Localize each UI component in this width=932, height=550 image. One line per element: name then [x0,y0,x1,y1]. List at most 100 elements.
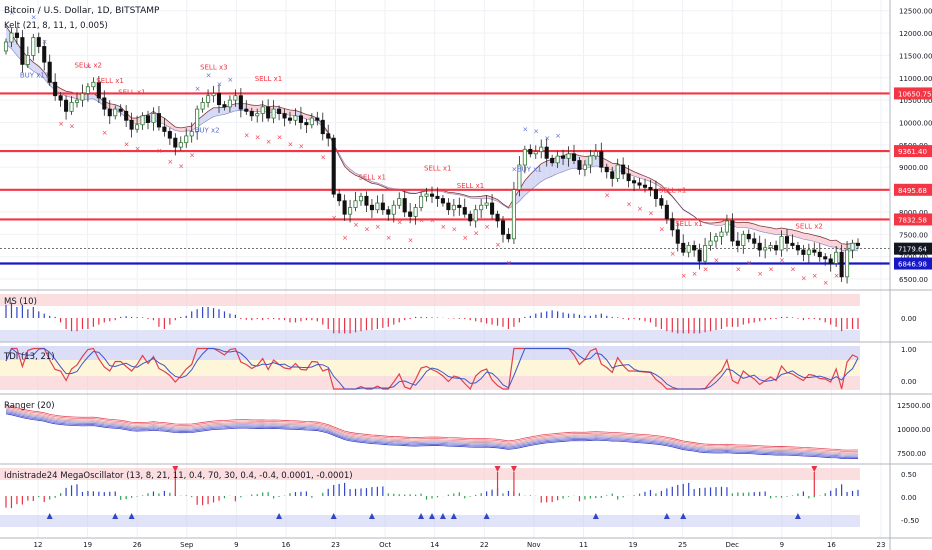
candle-body [402,198,407,213]
price-axis[interactable]: 12500.00 12000.00 11500.00 11000.00 10500.00… [894,8,932,525]
candle-body [577,160,582,170]
candle-body [735,240,740,246]
sell-signal-label: SELL x1 [424,164,452,172]
band-fill-segment [792,229,798,238]
candle-body [850,242,855,251]
candle-body [462,207,467,215]
band-fill-segment [803,232,809,241]
sell-cross: × [255,134,261,142]
band-fill-segment [645,176,651,182]
sell-cross: × [178,163,184,171]
ms-pane[interactable]: MS (10) [0,294,860,342]
sell-cross: × [298,143,304,151]
symbol-title: Bitcoin / U.S. Dollar, 1D, BITSTAMP [4,6,160,16]
sell-cross: × [823,279,829,287]
candle-body [195,108,200,132]
candle-body [320,119,325,135]
candle-body [255,113,260,117]
ranger-line [5,406,858,452]
candle-body [555,155,560,164]
price-pane[interactable]: × × × × × × × × × × × × × × × × × × × × × × × × × × × × × × × × × × × × × × × ×… [0,6,890,287]
candle-body [348,207,353,215]
candle-body [670,218,675,231]
candle-body [823,256,828,260]
candle-body [741,233,746,246]
ranger-line [5,412,858,458]
candle-body [855,242,861,246]
band-fill-segment [355,173,361,178]
candle-body [64,99,69,112]
time-axis[interactable]: 12 19 26 Sep 9 16 23 Oct 14 22 Nov 11 19 25 Dec 9 16 23 [34,541,886,549]
sell-cross: × [757,270,763,278]
candle-body [69,101,74,112]
sell-cross: × [244,131,250,139]
mega-up-arrow [429,513,435,519]
time-tick-label: 23 [331,541,340,549]
mega-tick-label: 0.50 [901,471,917,479]
horizontal-levels[interactable] [0,92,890,265]
time-tick-label: 9 [234,541,238,549]
candle-body [763,247,768,251]
candle-body [375,202,380,211]
price-tick-label: 10500.00 [899,97,932,105]
band-fill-segment [251,105,258,112]
candle-body [222,104,227,108]
mega-up-arrow [483,513,490,519]
sell-cross: × [834,272,840,280]
ranger-pane[interactable]: Ranger (20) [4,401,858,460]
time-tick-label: 23 [877,541,886,549]
time-tick-label: Sep [180,541,194,549]
mega-up-arrow [276,513,283,519]
tdi-lower-zone [0,376,860,390]
candle-body [140,115,145,126]
sell-cross: × [473,230,479,238]
sell-signal-label: SELL x1 [255,75,283,83]
mega-tick-label: -0.50 [901,517,919,525]
mega-up-arrow [418,513,425,519]
time-tick-label: 26 [133,541,142,549]
level-price-tag [894,87,932,100]
candle-body [304,122,309,126]
time-tick-label: 14 [430,541,439,549]
mega-label: Idnistrade24 MegaOscillator (13, 8, 21, … [4,471,353,481]
tdi-upper-zone [0,346,860,360]
candle-body [408,211,413,217]
candle-body [9,32,14,43]
candle-body [435,195,440,199]
band-fill-segment [781,228,787,236]
price-tick-label: 9000.00 [899,164,928,172]
candle-body [730,220,735,242]
band-fill-segment [650,178,656,185]
time-tick-label: 19 [83,541,92,549]
sell-cross: × [156,147,162,155]
band-fill-segment [224,105,230,115]
sell-cross: × [637,205,643,213]
sell-cross: × [69,122,75,130]
candle-body [473,209,478,222]
sell-cross: × [266,138,272,146]
candle-body [664,204,669,220]
candle-body [424,193,429,197]
candle-body [795,245,800,251]
band-fill-segment [87,93,94,100]
candle-body [167,131,172,139]
candle-body [113,108,118,117]
band-fill-segment [492,197,498,202]
candle-body [31,37,36,56]
candle-body [648,186,653,191]
sell-cross: × [779,257,785,265]
band-fill-segment [819,236,826,246]
level-price-text: 9361.40 [898,148,927,156]
candle-body [156,113,161,128]
candle-body [801,249,806,255]
time-tick-label: Dec [725,541,739,549]
candle-body [834,251,839,264]
megaoscillator-pane[interactable]: Idnistrade24 MegaOscillator (13, 8, 21, … [0,466,860,527]
mega-down-arrow [811,466,818,472]
price-tick-label: 7500.00 [899,231,928,239]
candle-body [561,155,566,159]
band-fill-segment [213,107,219,117]
tdi-pane[interactable]: TDI (13, 21) [0,346,860,391]
candle-body [468,213,473,222]
